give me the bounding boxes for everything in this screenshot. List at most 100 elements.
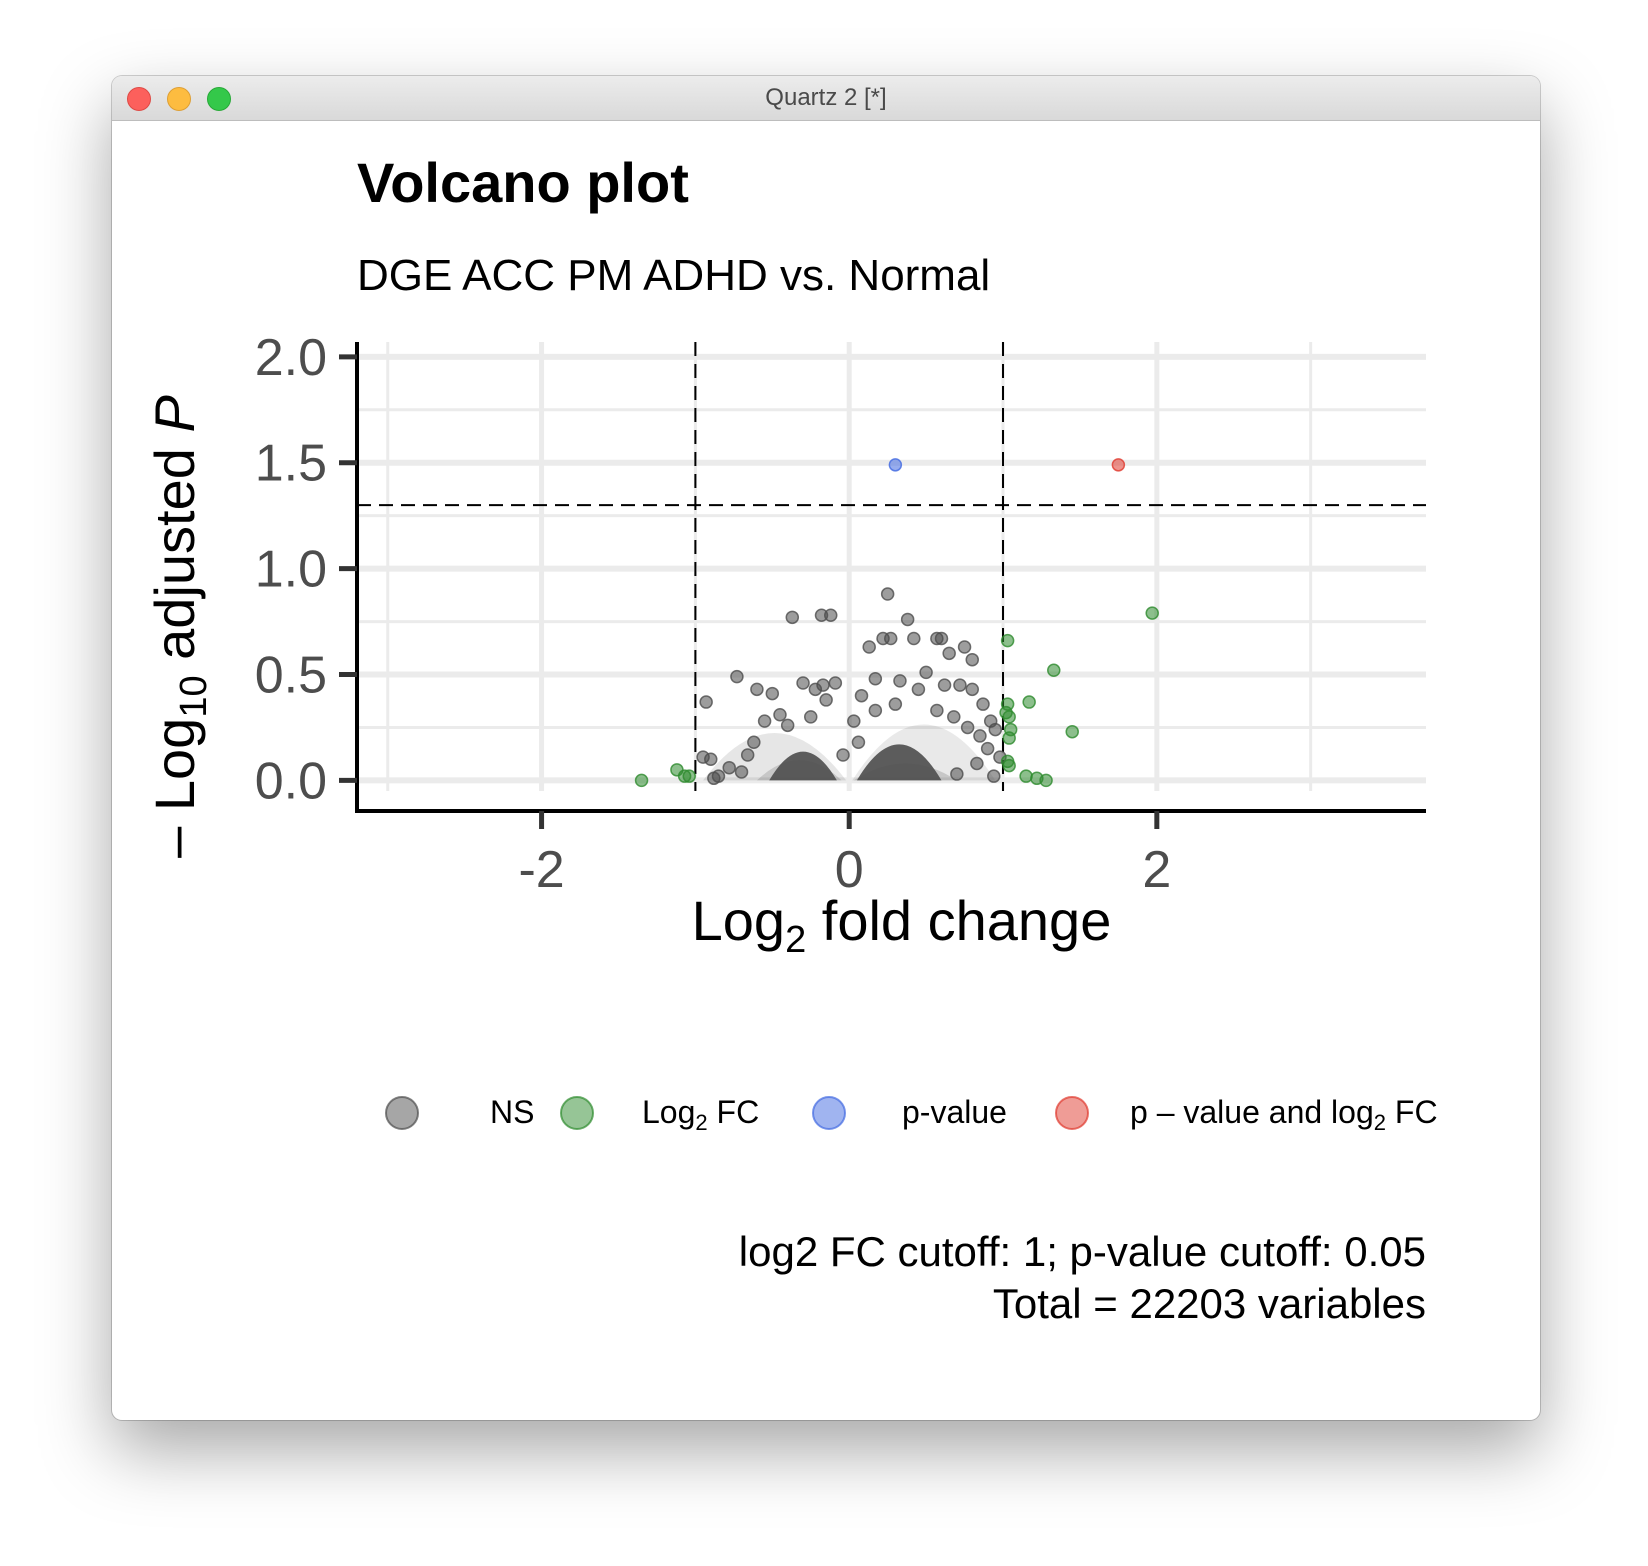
legend-label-1: Log2 FC (642, 1094, 759, 1135)
y-tick-label: 2.0 (255, 329, 327, 387)
point-ns (704, 752, 718, 766)
point-ns (988, 722, 1003, 737)
x-tick-label: -2 (518, 841, 564, 899)
point-ns (816, 678, 830, 692)
point-ns (785, 610, 800, 625)
point-ns (773, 708, 787, 722)
point-ns (734, 765, 749, 779)
close-icon[interactable] (127, 87, 151, 111)
caption-line-1: log2 FC cutoff: 1; p-value cutoff: 0.05 (739, 1228, 1426, 1275)
point-ns (740, 748, 755, 762)
title-bar[interactable]: Quartz 2 [*] (112, 76, 1540, 121)
point-ns (868, 703, 883, 718)
window-title: Quartz 2 [*] (765, 84, 887, 111)
point-ns (919, 665, 933, 680)
point-log2fc (1019, 769, 1033, 783)
point-ns (888, 697, 903, 711)
point-ns (868, 672, 883, 686)
y-tick-label: 1.0 (255, 541, 327, 599)
point-log2fc (1022, 695, 1036, 709)
point-ns (987, 769, 1001, 783)
point-ns (819, 693, 833, 707)
point-log2fc (1047, 663, 1061, 678)
point-ns (970, 756, 984, 771)
point-ns (750, 682, 764, 697)
point-pvalue (888, 458, 903, 472)
x-axis-label-suffix: fold change (806, 889, 1111, 952)
plot-window: Quartz 2 [*] Volcano plot DGE ACC PM ADH… (112, 76, 1540, 1420)
point-ns (900, 612, 915, 627)
point-ns (823, 608, 838, 622)
tick-labels: 0.0 0.5 1.0 1.5 2.0 -2 0 2 (255, 329, 1172, 899)
y-axis-label-italic: P (143, 395, 206, 432)
point-ns (953, 678, 967, 692)
point-ns (854, 688, 869, 703)
point-ns (747, 735, 761, 750)
x-axis-label-prefix: Log (692, 889, 785, 952)
plot-area: Volcano plot DGE ACC PM ADHD vs. Normal … (112, 120, 1540, 1420)
point-ns (980, 741, 995, 756)
legend-label-2: p-value (902, 1094, 1007, 1130)
y-axis-label-prefix: – Log (143, 718, 206, 858)
legend-key-3 (1055, 1096, 1089, 1130)
point-log2fc (1065, 724, 1079, 739)
point-ns (934, 631, 949, 646)
x-tick-label: 2 (1142, 841, 1171, 899)
point-ns (707, 771, 721, 786)
axes (339, 342, 1426, 829)
point-ns (893, 674, 907, 688)
point-ns (965, 652, 980, 667)
minimize-icon[interactable] (167, 87, 191, 111)
point-ns (757, 714, 772, 728)
y-axis-label-suffix: adjusted (143, 433, 206, 676)
point-ns (828, 676, 843, 690)
legend-label-3: p – value and log2 FC (1130, 1094, 1438, 1135)
point-ns (930, 703, 944, 718)
point-ns (911, 682, 926, 697)
point-ns (880, 587, 895, 601)
point-ns (699, 695, 713, 709)
point-ns (883, 631, 898, 646)
legend-key-1 (560, 1096, 594, 1130)
x-tick-label: 0 (835, 841, 864, 899)
point-ns (942, 646, 956, 661)
point-log2fc (1000, 633, 1015, 648)
point-log2fc (1145, 606, 1159, 620)
point-ns (730, 669, 744, 684)
point-ns (960, 720, 975, 735)
point-ns (851, 735, 866, 750)
point-log2fc (1002, 758, 1016, 773)
ns-density-core (769, 751, 837, 781)
point-ns (780, 718, 795, 733)
y-tick-label: 1.5 (255, 435, 327, 493)
point-ns (965, 682, 980, 697)
point-log2fc (634, 773, 649, 788)
legend-label-0: NS (490, 1094, 534, 1130)
point-ns (836, 748, 850, 762)
ns-density-core (856, 744, 942, 781)
chart-title: Volcano plot (357, 151, 689, 214)
point-ns (973, 729, 987, 743)
point-log2fc (682, 769, 696, 783)
point-log2fc (1039, 773, 1053, 788)
y-axis-label-subscript: 10 (173, 675, 215, 717)
point-log2fc (1002, 710, 1016, 724)
caption-line-2: Total = 22203 variables (993, 1280, 1426, 1327)
volcano-chart: Volcano plot DGE ACC PM ADHD vs. Normal … (143, 151, 1438, 1327)
legend: NS Log2 FC p-value p – value and log2 FC (385, 1094, 1438, 1135)
maximize-icon[interactable] (207, 87, 231, 111)
point-pvalue-and-log2fc (1111, 458, 1126, 472)
legend-key-2 (812, 1096, 846, 1130)
y-tick-label: 0.0 (255, 752, 327, 810)
point-log2fc (1002, 731, 1016, 745)
chart-subtitle: DGE ACC PM ADHD vs. Normal (357, 251, 990, 300)
point-ns (937, 678, 952, 692)
point-ns (722, 760, 736, 775)
point-ns (796, 676, 810, 690)
y-tick-label: 0.5 (255, 647, 327, 705)
data-points (634, 458, 1159, 788)
y-axis-label: – Log10 adjusted P (143, 395, 215, 858)
point-ns (950, 767, 964, 781)
point-ns (907, 631, 921, 646)
x-axis-label-subscript: 2 (785, 919, 806, 961)
